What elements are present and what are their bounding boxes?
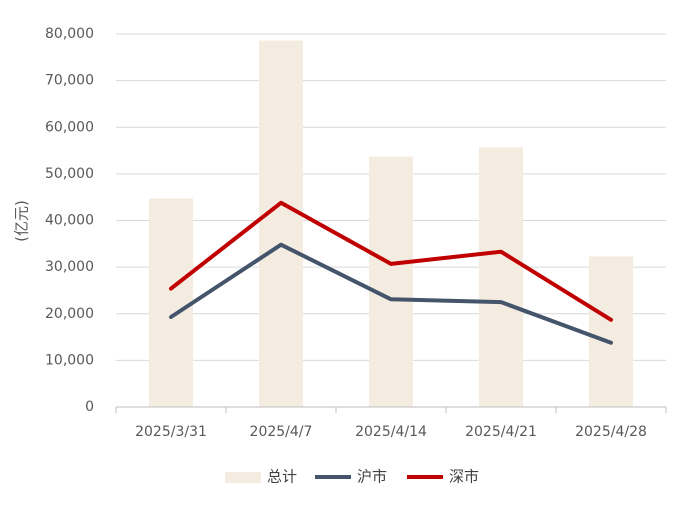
x-tick-label: 2025/4/14 (355, 424, 427, 440)
bar-series (149, 40, 633, 408)
y-tick-label: 30,000 (45, 259, 94, 275)
x-axis (115, 406, 667, 413)
legend-label: 深市 (449, 468, 479, 486)
legend-label: 总计 (267, 468, 297, 486)
series-line (169, 242, 613, 345)
x-tick-label: 2025/4/7 (250, 424, 313, 440)
y-tick-label: 50,000 (45, 166, 94, 182)
y-tick-label: 10,000 (45, 352, 94, 368)
legend-label: 沪市 (357, 468, 387, 486)
y-tick-label: 20,000 (45, 306, 94, 322)
line-series (169, 200, 613, 345)
bar (479, 147, 523, 407)
bar (369, 156, 413, 407)
y-tick-label: 80,000 (45, 26, 94, 42)
legend: 总计 沪市 深市 (225, 468, 479, 486)
x-tick-label: 2025/4/28 (575, 424, 647, 440)
y-tick-label: 60,000 (45, 119, 94, 135)
series-line (169, 200, 613, 322)
bar (149, 198, 193, 407)
y-tick-label: 70,000 (45, 73, 94, 89)
y-tick-label: 40,000 (45, 213, 94, 229)
bar (259, 40, 303, 408)
y-tick-label: 0 (85, 399, 94, 415)
x-tick-label: 2025/3/31 (135, 424, 207, 440)
bar (589, 256, 633, 407)
x-axis-tick-labels: 2025/3/31 2025/4/7 2025/4/14 2025/4/21 2025/… (135, 424, 647, 440)
y-axis-tick-labels: 0 10,000 20,000 30,000 40,000 50,000 60,000 70,… (45, 26, 94, 415)
x-tick-label: 2025/4/21 (465, 424, 537, 440)
y-axis-label: (亿元) (13, 200, 31, 242)
legend-swatch (225, 472, 261, 483)
